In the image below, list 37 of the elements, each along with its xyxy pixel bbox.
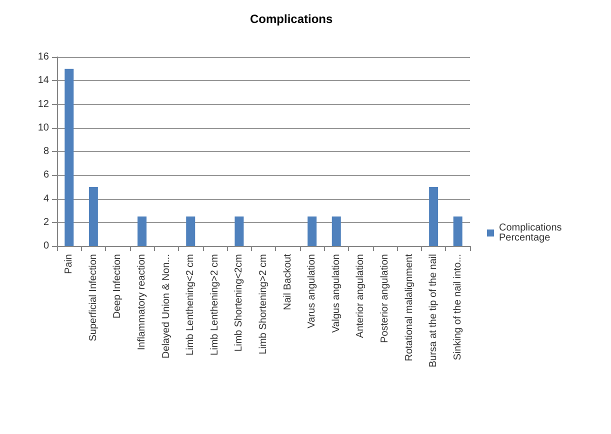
x-tick-label: Deep Infection [112,254,124,318]
bar [64,68,74,246]
x-tick-label: Valgus angulation [330,254,342,333]
x-tick-label: Anterior angulation [355,254,366,338]
x-tick-label: Limb Lenthening>2 cm [209,254,220,356]
x-tick-label: Limb Shortening<2cm [234,254,245,352]
bar [88,186,98,246]
x-tick-label: Delayed Union & Non... [160,254,172,359]
bar [138,216,147,246]
y-tick-label: 4 [43,193,50,204]
x-tick-label: Rotational malalignment [404,254,415,362]
y-tick-label: 16 [38,52,50,62]
x-tick-label: Posterior angulation [379,254,390,343]
bar [429,186,438,246]
legend-label: Complications Percentage [499,222,562,244]
x-tick-label: Superficial Infection [88,254,99,342]
y-tick-label: 14 [38,75,50,86]
x-tick-label: Varus angulation [306,254,318,328]
y-tick-label: 12 [38,98,50,110]
x-tick-label: Sinking of the nail into... [452,254,464,360]
x-tick-label: Limb Shortening>2 cm [258,254,269,354]
bar [332,216,341,246]
chart-title: Complications [250,12,333,26]
x-tick-label: Pain [64,254,75,274]
y-tick-label: 0 [43,240,50,252]
y-tick-label: 6 [43,170,50,181]
y-tick-label: 10 [38,122,50,134]
x-tick-label: Nail Backout [282,254,294,310]
y-tick-label: 2 [43,216,50,228]
y-tick-label: 8 [43,146,50,157]
bar [234,216,244,246]
x-tick-label: Inflammatory reaction [136,254,148,350]
bar [186,216,196,246]
x-tick-label: Limb Lenthening<2 cm [185,254,196,356]
bar [453,216,462,246]
x-tick-label: Bursa at the tip of the nail [428,254,440,368]
bar [308,216,317,246]
